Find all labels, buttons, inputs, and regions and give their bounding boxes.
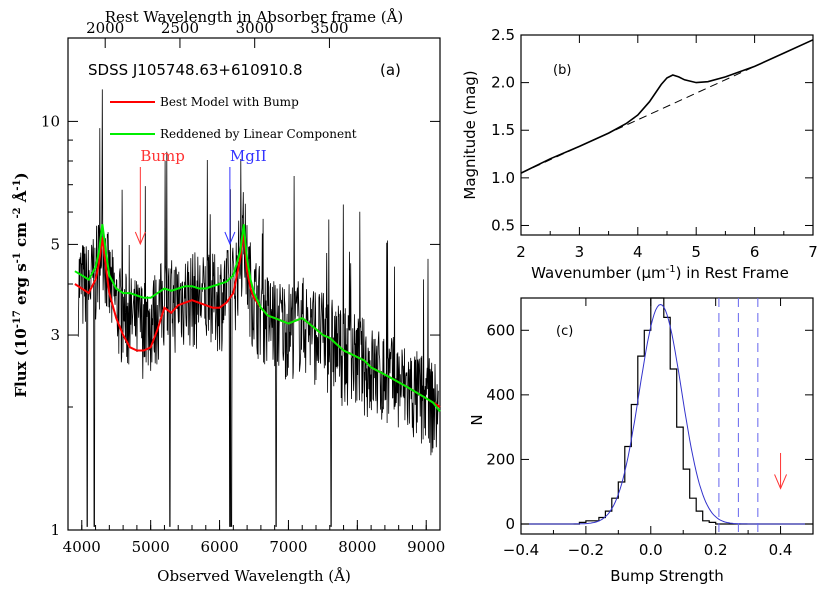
bump-arrow-head — [134, 231, 146, 246]
panel-a-x2-tick-label: 3000 — [236, 19, 274, 37]
panel-a-axes: 4000 5000 6000 7000 8000 9000 1 3 5 10 2000 2500 300… — [41, 19, 445, 556]
panel-b-y-tick-label: 2.0 — [491, 74, 515, 92]
panel-a-object-name: SDSS J105748.63+610910.8 — [88, 61, 303, 79]
panel-a-y-tick-label: 10 — [41, 112, 60, 130]
panel-c: −0.4 −0.2 0.0 0.2 0.4 0 200 400 600 (c) Bump Str… — [468, 297, 814, 585]
panel-c-x-label: Bump Strength — [610, 567, 724, 585]
annotation-bump-arrow — [134, 167, 146, 246]
panel-a-x2-tick-label: 3500 — [310, 19, 348, 37]
panel-c-y-label: N — [468, 414, 486, 425]
panel-c-x-tick-label: 0.0 — [639, 541, 663, 559]
panel-b-y-tick-label: 1.0 — [491, 169, 515, 187]
panel-a-x2-label: Rest Wavelength in Absorber frame (Å) — [105, 8, 404, 26]
panel-c-y-tick-label: 200 — [486, 450, 515, 468]
panel-c-axes: −0.4 −0.2 0.0 0.2 0.4 0 200 400 600 — [486, 298, 813, 559]
panel-c-y-tick-label: 400 — [486, 386, 515, 404]
panel-b-x-tick-label: 2 — [516, 243, 526, 261]
panel-a-x-tick-label: 5000 — [132, 538, 170, 556]
legend-label-reddened: Reddened by Linear Component — [160, 127, 357, 141]
series-reddened-line — [74, 224, 441, 413]
observed-spectrum-line — [77, 89, 439, 527]
panel-a-x-label: Observed Wavelength (Å) — [157, 567, 351, 585]
panel-c-x-tick-label: −0.4 — [503, 541, 539, 559]
panel-b-linear-line — [520, 39, 814, 174]
panel-a-x2-tick-label: 2000 — [86, 19, 124, 37]
panel-c-y-tick-label: 0 — [505, 515, 515, 533]
mgii-arrow-head — [224, 231, 236, 246]
panel-a-x2-tick-label: 2500 — [161, 19, 199, 37]
panel-b-x-tick-label: 5 — [691, 243, 701, 261]
panel-b-y-label: Magnitude (mag) — [461, 70, 479, 199]
panel-b-extinction-curve — [520, 39, 814, 174]
panel-a-x-tick-label: 4000 — [63, 538, 101, 556]
panel-c-x-tick-label: 0.2 — [704, 541, 728, 559]
panel-b-y-tick-label: 2.5 — [491, 26, 515, 44]
annotation-mgii-arrow — [224, 167, 236, 246]
panel-a-x-tick-label: 8000 — [338, 538, 376, 556]
panel-b-y-tick-label: 1.5 — [491, 121, 515, 139]
panel-a-y-tick-label: 1 — [50, 521, 60, 539]
panel-c-arrow-head — [774, 474, 788, 490]
panel-a-y-label: Flux (10-17 erg s-1 cm -2 Å-1) — [12, 172, 30, 397]
panel-b-x-tick-label: 7 — [808, 243, 818, 261]
panel-b-axes: 2 3 4 5 6 7 0.5 1.0 1.5 2.0 2.5 — [491, 26, 818, 261]
panel-a-y-tick-label: 3 — [50, 326, 60, 344]
panel-a-x-tick-label: 9000 — [407, 538, 445, 556]
panel-a: 4000 5000 6000 7000 8000 9000 1 3 5 10 2000 2500 300… — [12, 8, 445, 585]
panel-c-x-tick-label: −0.2 — [568, 541, 604, 559]
panel-c-y-tick-label: 600 — [486, 321, 515, 339]
panel-b-label: (b) — [553, 63, 571, 78]
panel-b-y-tick-label: 0.5 — [491, 216, 515, 234]
panel-c-x-tick-label: 0.4 — [769, 541, 793, 559]
panel-c-frame — [520, 297, 814, 535]
annotation-bump: Bump — [140, 147, 185, 165]
panel-b-x-label: Wavenumber (μm-1) in Rest Frame — [531, 264, 789, 282]
panel-c-series-group — [521, 297, 813, 534]
panel-b: 2 3 4 5 6 7 0.5 1.0 1.5 2.0 2.5 (b) Wavenumber (μm… — [461, 26, 818, 282]
panel-a-label: (a) — [380, 61, 401, 79]
panel-b-series-group — [520, 39, 814, 174]
panel-a-x-tick-label: 6000 — [200, 538, 238, 556]
panel-b-x-tick-label: 6 — [750, 243, 760, 261]
panel-a-observed-spectrum — [77, 89, 439, 527]
panel-c-label: (c) — [556, 324, 573, 339]
annotation-mgii: MgII — [230, 147, 267, 165]
panel-b-x-tick-label: 4 — [633, 243, 643, 261]
legend-label-best-model: Best Model with Bump — [160, 95, 299, 109]
panel-c-gaussian-fit — [521, 303, 813, 525]
panel-a-series-group — [74, 224, 441, 413]
panel-a-y-tick-label: 5 — [50, 235, 60, 253]
panel-b-x-tick-label: 3 — [575, 243, 585, 261]
panel-a-x-tick-label: 7000 — [269, 538, 307, 556]
